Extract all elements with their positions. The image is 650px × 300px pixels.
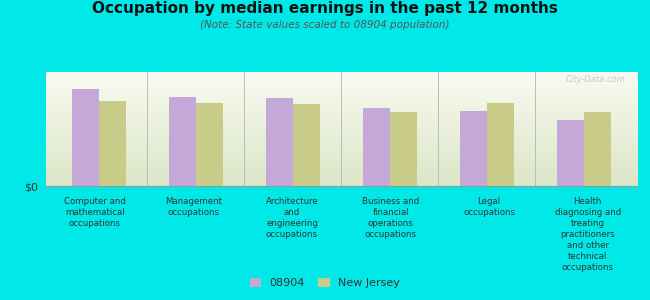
Bar [584,112,611,186]
Text: Business and
financial
operations
occupations: Business and financial operations occupa… [362,196,419,239]
Text: Health
diagnosing and
treating
practitioners
and other
technical
occupations: Health diagnosing and treating practitio… [554,196,621,272]
Text: (Note: State values scaled to 08904 population): (Note: State values scaled to 08904 popu… [200,20,450,29]
Bar [266,98,292,186]
Bar [72,89,99,186]
Bar [99,100,126,186]
Text: Management
occupations: Management occupations [165,196,222,217]
Bar [460,111,487,186]
Text: Legal
occupations: Legal occupations [463,196,515,217]
Text: Architecture
and
engineering
occupations: Architecture and engineering occupations [266,196,318,239]
Bar [168,97,196,186]
Text: Computer and
mathematical
occupations: Computer and mathematical occupations [64,196,125,228]
Bar [556,120,584,186]
Bar [363,109,390,186]
Text: Occupation by median earnings in the past 12 months: Occupation by median earnings in the pas… [92,2,558,16]
Bar [292,104,320,186]
Bar [196,103,223,186]
Text: City-Data.com: City-Data.com [566,75,625,84]
Legend: 08904, New Jersey: 08904, New Jersey [246,274,404,291]
Bar [487,103,514,186]
Bar [390,112,417,186]
